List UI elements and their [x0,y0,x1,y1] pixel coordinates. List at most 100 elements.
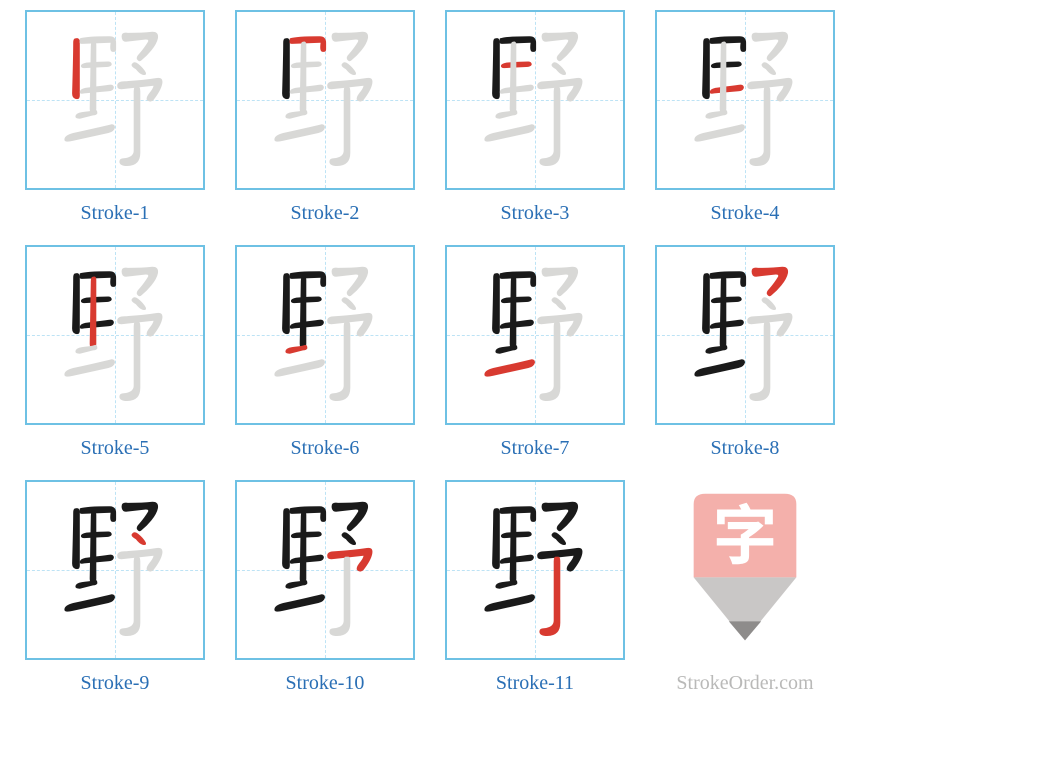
glyph-stroke-1 [282,273,290,334]
glyph-tile [25,10,205,190]
glyph-stroke-8 [542,502,578,531]
glyph-stroke-3 [81,532,112,539]
glyph-stroke-4 [500,85,534,94]
glyph-stroke-7 [694,359,745,376]
glyph-stroke-1 [492,273,500,334]
site-credit: StrokeOrder.com [676,672,813,695]
glyph-stroke-7 [694,124,745,141]
glyph-stroke-11 [119,322,140,401]
stroke-cell-10: Stroke-10 [220,480,430,695]
glyph-stroke-11 [329,322,350,401]
glyph-stroke-9 [552,62,567,75]
stroke-label: Stroke-11 [496,672,574,695]
glyph-stroke-8 [122,32,158,61]
stroke-cell-6: Stroke-6 [220,245,430,460]
glyph-ye [657,247,833,423]
glyph-stroke-5 [90,41,97,113]
glyph-stroke-3 [711,62,742,69]
glyph-stroke-11 [749,322,770,401]
glyph-stroke-7 [274,124,325,141]
site-logo: 字 [657,482,833,658]
glyph-stroke-2 [290,271,327,287]
glyph-stroke-3 [81,62,112,69]
glyph-stroke-8 [122,267,158,296]
glyph-stroke-1 [492,38,500,99]
glyph-stroke-11 [539,322,560,401]
glyph-stroke-7 [484,124,535,141]
glyph-ye [657,12,833,188]
glyph-stroke-2 [710,271,747,287]
glyph-stroke-9 [762,297,777,310]
glyph-stroke-2 [80,506,117,522]
glyph-stroke-5 [300,41,307,113]
glyph-stroke-4 [290,555,324,564]
stroke-cell-8: Stroke-8 [640,245,850,460]
glyph-stroke-6 [495,345,517,354]
glyph-stroke-6 [705,345,727,354]
glyph-stroke-11 [329,87,350,166]
glyph-stroke-6 [75,345,97,354]
glyph-stroke-8 [752,267,788,296]
glyph-stroke-5 [720,41,727,113]
stroke-cell-3: Stroke-3 [430,10,640,225]
glyph-stroke-6 [75,110,97,119]
glyph-stroke-11 [119,557,140,636]
glyph-stroke-4 [80,320,114,329]
stroke-cell-4: Stroke-4 [640,10,850,225]
glyph-stroke-5 [90,276,97,348]
glyph-stroke-5 [510,41,517,113]
glyph-ye [447,12,623,188]
glyph-stroke-9 [132,62,147,75]
glyph-stroke-7 [484,594,535,611]
glyph-stroke-6 [495,580,517,589]
glyph-tile [445,480,625,660]
glyph-stroke-5 [510,511,517,583]
glyph-stroke-1 [282,508,290,569]
stroke-label: Stroke-6 [291,437,360,460]
glyph-stroke-2 [80,36,117,52]
stroke-label: Stroke-10 [286,672,365,695]
glyph-tile [235,480,415,660]
glyph-stroke-1 [702,38,710,99]
stroke-label: Stroke-9 [81,672,150,695]
glyph-tile [25,245,205,425]
glyph-stroke-2 [500,36,537,52]
glyph-stroke-4 [80,85,114,94]
glyph-stroke-6 [285,110,307,119]
glyph-stroke-9 [762,62,777,75]
glyph-stroke-4 [500,555,534,564]
stroke-label: Stroke-8 [711,437,780,460]
glyph-stroke-9 [132,532,147,545]
glyph-ye [447,482,623,658]
glyph-tile [445,245,625,425]
glyph-stroke-5 [300,276,307,348]
glyph-tile [445,10,625,190]
glyph-ye [27,12,203,188]
glyph-stroke-3 [81,297,112,304]
glyph-stroke-1 [72,508,80,569]
glyph-stroke-2 [290,506,327,522]
glyph-stroke-11 [749,87,770,166]
glyph-stroke-1 [492,508,500,569]
glyph-stroke-8 [122,502,158,531]
glyph-stroke-9 [342,297,357,310]
stroke-label: Stroke-2 [291,202,360,225]
stroke-cell-9: Stroke-9 [10,480,220,695]
glyph-stroke-2 [290,36,327,52]
glyph-stroke-7 [64,359,115,376]
stroke-cell-5: Stroke-5 [10,245,220,460]
glyph-stroke-7 [274,359,325,376]
stroke-label: Stroke-7 [501,437,570,460]
glyph-stroke-3 [711,297,742,304]
glyph-stroke-5 [300,511,307,583]
logo-character: 字 [713,483,778,577]
glyph-stroke-9 [342,62,357,75]
glyph-stroke-5 [720,276,727,348]
glyph-stroke-2 [80,271,117,287]
glyph-stroke-7 [484,359,535,376]
glyph-stroke-2 [500,271,537,287]
glyph-stroke-2 [710,36,747,52]
glyph-stroke-4 [290,85,324,94]
glyph-stroke-6 [285,345,307,354]
glyph-stroke-8 [332,502,368,531]
